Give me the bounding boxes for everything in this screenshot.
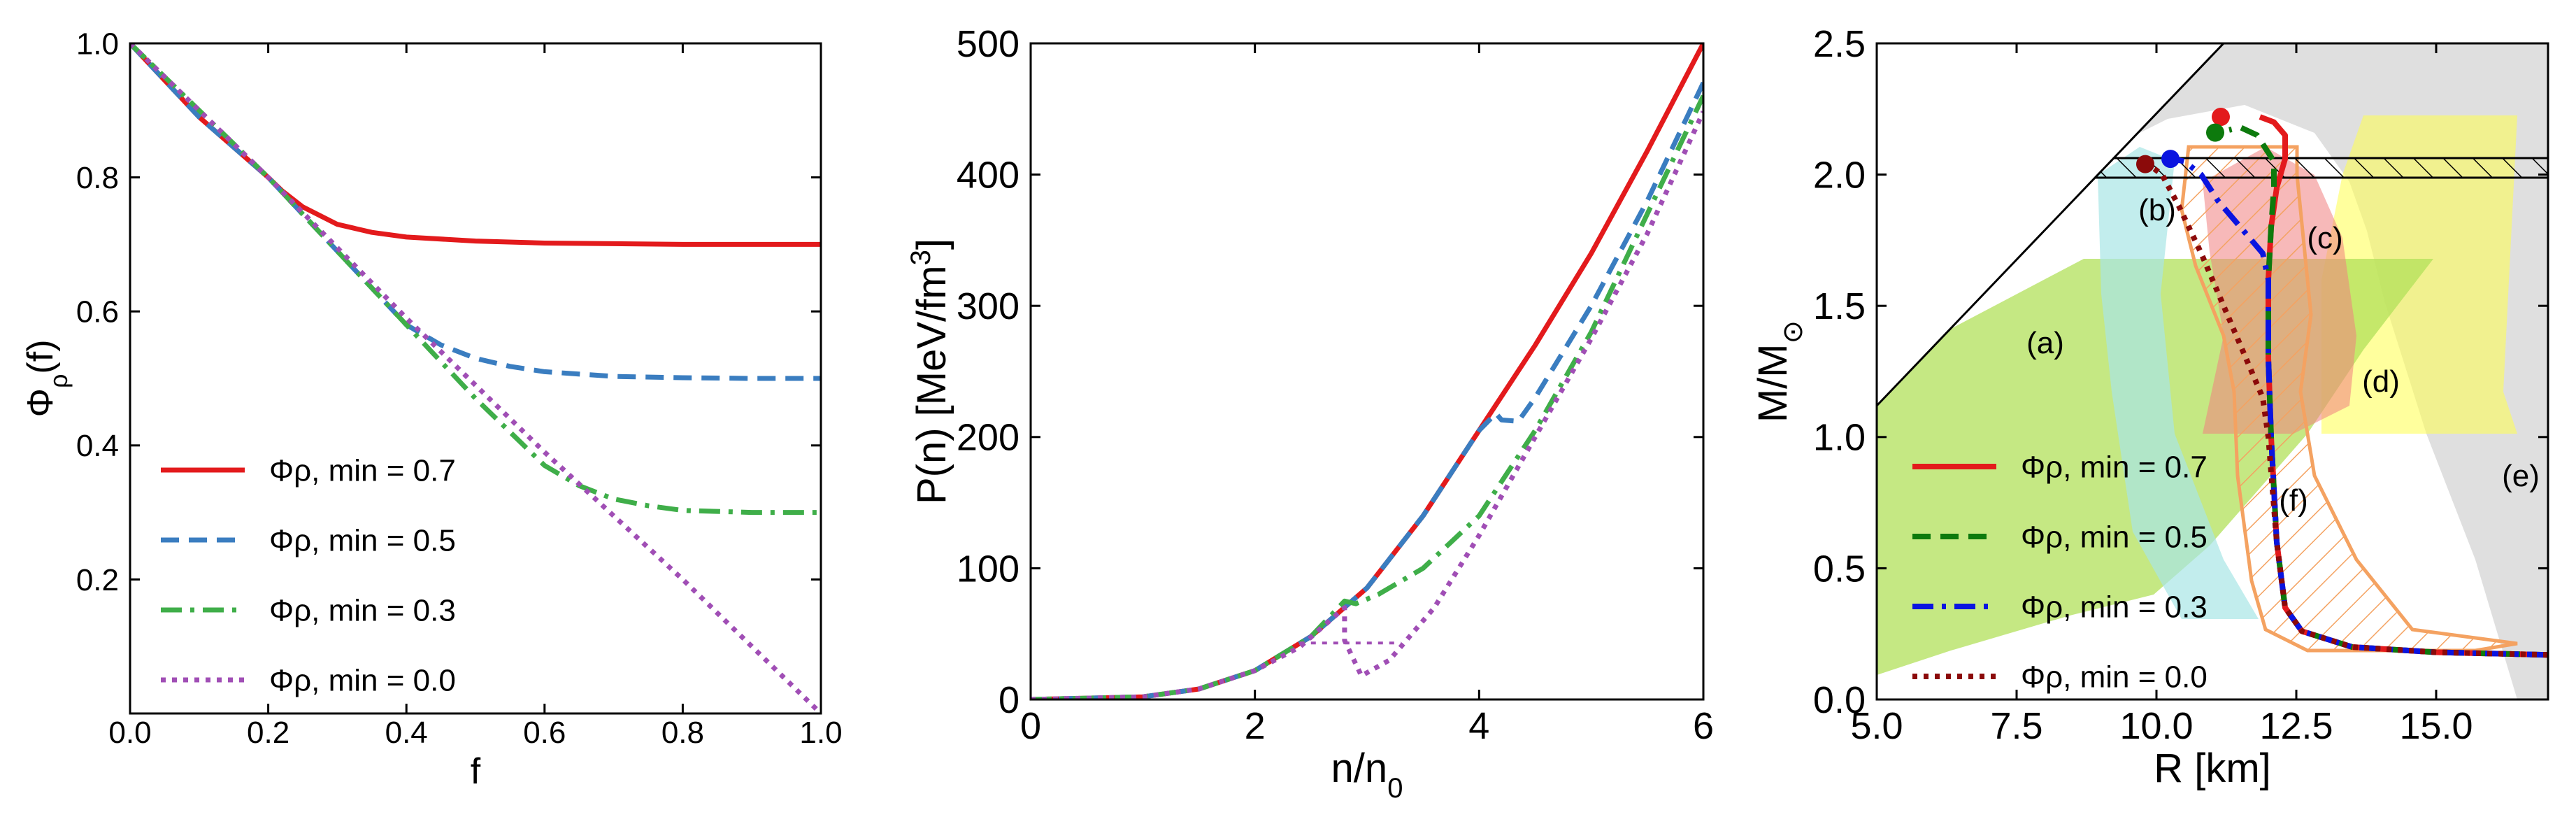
mass-radius-xlabel: R [km] <box>2154 746 2271 791</box>
mass-radius-ylabel: M/M⊙ <box>1750 320 1808 422</box>
legend-label: Φρ, min = 0.0 <box>269 663 456 697</box>
x-tick-label: 0 <box>1020 705 1041 747</box>
y-tick-label: 2.0 <box>1813 155 1866 197</box>
y-tick-label: 1.0 <box>1813 417 1866 459</box>
legend-label: Φρ, min = 0.5 <box>269 523 456 557</box>
y-tick-label: 1.5 <box>1813 285 1866 327</box>
pressure-xlabel: n/n0 <box>1331 746 1403 804</box>
y-tick-label: 0.4 <box>76 429 119 463</box>
y-tick-label: 0.2 <box>76 563 119 597</box>
pressure-plot-area <box>1031 43 1703 699</box>
legend-label: Φρ, min = 0.0 <box>2021 660 2208 694</box>
y-tick-label: 300 <box>957 285 1019 327</box>
causality-line <box>1877 43 2225 407</box>
legend-label: Φρ, min = 0.5 <box>2021 520 2208 554</box>
series-line <box>130 43 821 713</box>
region-label-e: (e) <box>2502 459 2540 493</box>
max-mass-point <box>2206 123 2224 142</box>
y-tick-label: 200 <box>957 417 1019 459</box>
y-tick-label: 0.0 <box>1813 679 1866 721</box>
region-label-d: (d) <box>2362 364 2400 399</box>
x-tick-label: 1.0 <box>799 716 842 750</box>
y-tick-label: 0 <box>999 679 1019 721</box>
phi-panel: 0.0 0.2 0.4 0.6 0.8 1.0 0.2 0.4 0.6 0.8 1.0 f Φρ(f… <box>20 27 843 792</box>
legend-label: Φρ, min = 0.7 <box>269 453 456 488</box>
y-tick-label: 100 <box>957 548 1019 590</box>
phi-xlabel: f <box>471 751 481 792</box>
pressure-ylabel: P(n) [MeV/fm3] <box>906 239 954 504</box>
phi-plot-area <box>130 43 821 713</box>
x-tick-label: 6 <box>1693 705 1714 747</box>
x-tick-label: 0.4 <box>385 716 428 750</box>
max-mass-point <box>2136 155 2154 173</box>
legend-label: Φρ, min = 0.3 <box>269 593 456 627</box>
max-mass-point <box>2161 150 2180 169</box>
x-tick-label: 4 <box>1468 705 1489 747</box>
series-line <box>130 43 821 381</box>
pressure-axes-frame <box>1029 42 1705 701</box>
series-line <box>2146 162 2548 658</box>
phi-legend: Φρ, min = 0.7 Φρ, min = 0.5 Φρ, min = 0.3 Φ… <box>161 453 456 697</box>
series-line <box>2173 156 2548 658</box>
region-label-f: (f) <box>2279 483 2308 518</box>
y-tick-label: 2.5 <box>1813 23 1866 65</box>
max-mass-point <box>2212 108 2230 127</box>
phi-ticks: 0.0 0.2 0.4 0.6 0.8 1.0 0.2 0.4 0.6 0.8 1.0 <box>76 27 843 750</box>
x-tick-label: 2 <box>1245 705 1266 747</box>
phi-ylabel: Φρ(f) <box>20 339 73 417</box>
y-tick-label: 400 <box>957 155 1019 197</box>
mass-radius-panel: 5.0 7.5 10.0 12.5 15.0 0.0 0.5 1.0 1.5 2.0 2.5 R [… <box>1750 23 2549 791</box>
mass-radius-legend: Φρ, min = 0.7 Φρ, min = 0.5 Φρ, min = 0.3 Φ… <box>1912 450 2208 694</box>
y-tick-label: 0.8 <box>76 161 119 195</box>
legend-label: Φρ, min = 0.7 <box>2021 450 2208 484</box>
x-tick-label: 10.0 <box>2119 705 2193 747</box>
mass-radius-ticks: 5.0 7.5 10.0 12.5 15.0 0.0 0.5 1.0 1.5 2.0 2.5 <box>1813 23 2548 747</box>
legend-label: Φρ, min = 0.3 <box>2021 590 2208 624</box>
y-tick-label: 1.0 <box>76 27 119 61</box>
region-label-b: (b) <box>2138 193 2176 227</box>
y-tick-label: 500 <box>957 23 1019 65</box>
x-tick-label: 0.8 <box>661 716 704 750</box>
y-tick-label: 0.6 <box>76 295 119 329</box>
mass-radius-curves <box>2136 108 2548 658</box>
pressure-ticks: 0 2 4 6 0 100 200 300 400 500 <box>957 23 1714 747</box>
series-line <box>1031 111 1703 699</box>
x-tick-label: 0.0 <box>108 716 151 750</box>
x-tick-label: 7.5 <box>1990 705 2042 747</box>
x-tick-label: 0.6 <box>523 716 566 750</box>
phi-axes-frame <box>129 42 822 715</box>
pressure-panel: 0 2 4 6 0 100 200 300 400 500 n/n0 P(n) [MeV/fm3] <box>906 23 1714 804</box>
mass-radius-axes-frame <box>1875 42 2549 701</box>
region-label-a: (a) <box>2026 326 2064 360</box>
region-label-c: (c) <box>2307 221 2342 255</box>
y-tick-label: 0.5 <box>1813 548 1866 590</box>
series-line <box>130 43 821 516</box>
region-b-cyan <box>2098 147 2259 619</box>
x-tick-label: 12.5 <box>2259 705 2333 747</box>
mass-radius-plot-area <box>1877 43 2548 699</box>
series-line <box>1031 94 1703 699</box>
x-tick-label: 5.0 <box>1850 705 1903 747</box>
x-tick-label: 0.2 <box>247 716 289 750</box>
x-tick-label: 15.0 <box>2399 705 2473 747</box>
series-line <box>1031 81 1703 699</box>
